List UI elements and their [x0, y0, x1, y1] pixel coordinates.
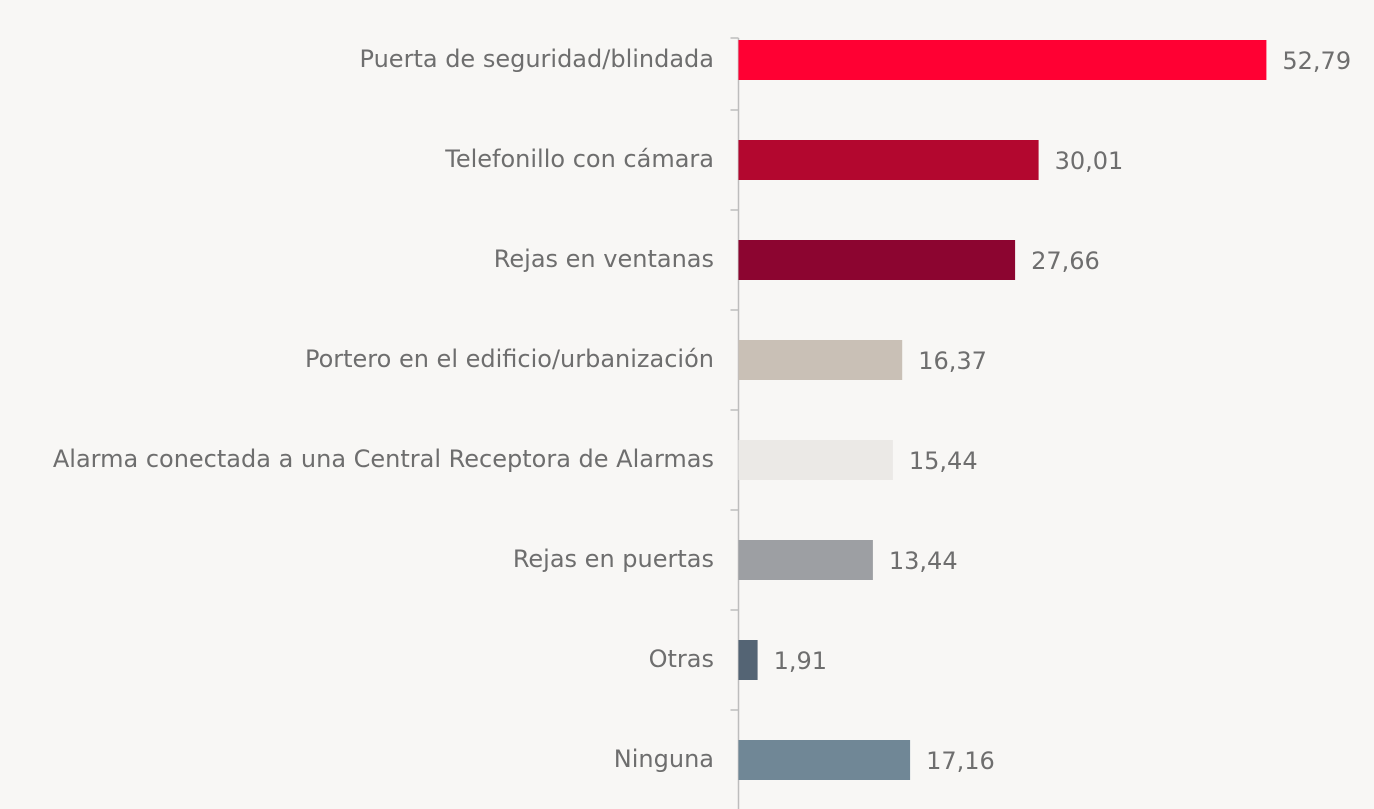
value-label: 17,16 — [926, 747, 995, 775]
value-label: 30,01 — [1055, 147, 1124, 175]
category-label: Ninguna — [614, 745, 714, 773]
category-label: Rejas en puertas — [513, 545, 714, 573]
category-label: Otras — [649, 645, 714, 673]
category-label: Telefonillo con cámara — [444, 145, 714, 173]
value-label: 52,79 — [1282, 47, 1351, 75]
category-label: Alarma conectada a una Central Receptora… — [53, 445, 714, 473]
bar — [738, 540, 873, 580]
bar — [738, 140, 1039, 180]
bar — [738, 40, 1267, 80]
bar — [738, 240, 1016, 280]
value-label: 27,66 — [1031, 247, 1100, 275]
value-label: 15,44 — [909, 447, 978, 475]
value-label: 1,91 — [774, 647, 827, 675]
category-label: Puerta de seguridad/blindada — [360, 45, 714, 73]
category-label: Portero en el edificio/urbanización — [305, 345, 714, 373]
category-label: Rejas en ventanas — [494, 245, 714, 273]
value-label: 16,37 — [918, 347, 987, 375]
bar — [738, 340, 903, 380]
bar — [738, 440, 893, 480]
bar — [738, 740, 911, 780]
bar — [738, 640, 758, 680]
value-label: 13,44 — [889, 547, 958, 575]
